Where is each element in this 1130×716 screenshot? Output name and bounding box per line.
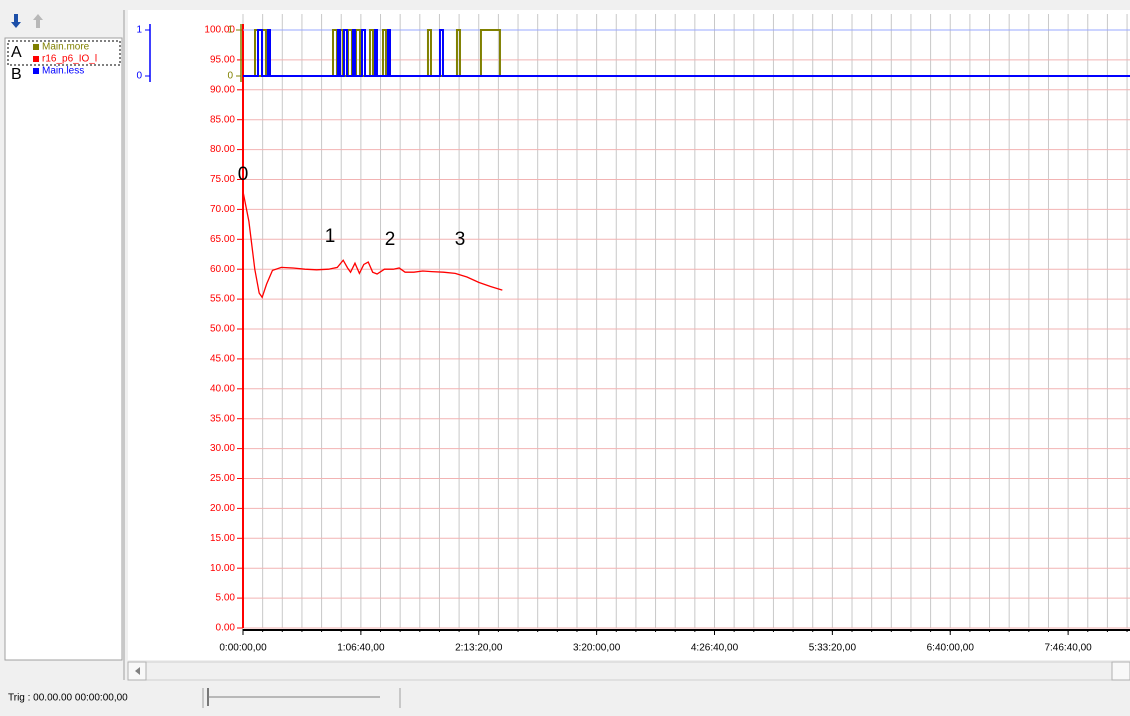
y2-tick-label: 0	[227, 71, 233, 82]
move-down-button[interactable]	[11, 14, 21, 28]
x-tick-label: 4:26:40,00	[691, 643, 739, 654]
x-tick-label: 6:40:00,00	[927, 643, 975, 654]
y-tick-label: 15.00	[210, 533, 235, 544]
move-up-button[interactable]	[33, 14, 43, 28]
legend-marker: A	[11, 44, 22, 61]
scroll-left-icon	[135, 667, 140, 675]
y-tick-label: 30.00	[210, 443, 235, 454]
y2-tick-label: 1	[227, 25, 233, 36]
x-tick-label: 7:46:40,00	[1044, 643, 1092, 654]
annotation: 2	[385, 229, 396, 250]
legend-label: Main.less	[42, 66, 84, 77]
status-text: Trig : 00.00.00 00:00:00,00	[8, 693, 128, 704]
y-tick-label: 20.00	[210, 503, 235, 514]
annotation: 3	[455, 229, 466, 250]
legend-swatch	[33, 44, 39, 50]
annotation: 0	[238, 164, 249, 185]
y-tick-label: 0.00	[216, 623, 236, 634]
y-tick-label: 80.00	[210, 144, 235, 155]
scroll-right[interactable]	[1111, 661, 1130, 681]
y-tick-label: 75.00	[210, 174, 235, 185]
legend-marker: B	[11, 66, 22, 83]
y-tick-label: 70.00	[210, 204, 235, 215]
y-tick-label: 60.00	[210, 264, 235, 275]
y-tick-label: 25.00	[210, 473, 235, 484]
y-tick-label: 55.00	[210, 294, 235, 305]
legend-panel	[4, 37, 123, 661]
y-tick-label: 5.00	[216, 593, 236, 604]
y-tick-label: 95.00	[210, 55, 235, 66]
y-tick-label: 35.00	[210, 413, 235, 424]
y-tick-label: 65.00	[210, 234, 235, 245]
y-tick-label: 85.00	[210, 114, 235, 125]
x-tick-label: 0:00:00,00	[219, 643, 267, 654]
legend-selection	[7, 40, 121, 66]
y-tick-label: 40.00	[210, 383, 235, 394]
x-tick-label: 3:20:00,00	[573, 643, 621, 654]
y-tick-label: 50.00	[210, 324, 235, 335]
legend-label: Main.more	[42, 42, 90, 53]
y-tick-label: 100.00	[204, 25, 235, 36]
h-scrollbar[interactable]	[127, 661, 1130, 681]
x-tick-label: 2:13:20,00	[455, 643, 503, 654]
y2-tick-label: 1	[136, 25, 142, 36]
y2-tick-label: 0	[136, 71, 142, 82]
x-tick-label: 1:06:40,00	[337, 643, 385, 654]
legend-swatch	[33, 68, 39, 74]
legend-label: r16_p6_IO_l	[42, 54, 97, 65]
annotation: 1	[325, 226, 336, 247]
y-tick-label: 90.00	[210, 84, 235, 95]
analog-trace	[242, 191, 503, 299]
plot-background	[128, 10, 1130, 660]
y-tick-label: 45.00	[210, 354, 235, 365]
y-tick-label: 10.00	[210, 563, 235, 574]
legend-swatch	[33, 56, 39, 62]
x-tick-label: 5:33:20,00	[809, 643, 857, 654]
digital-trace	[243, 29, 1130, 77]
